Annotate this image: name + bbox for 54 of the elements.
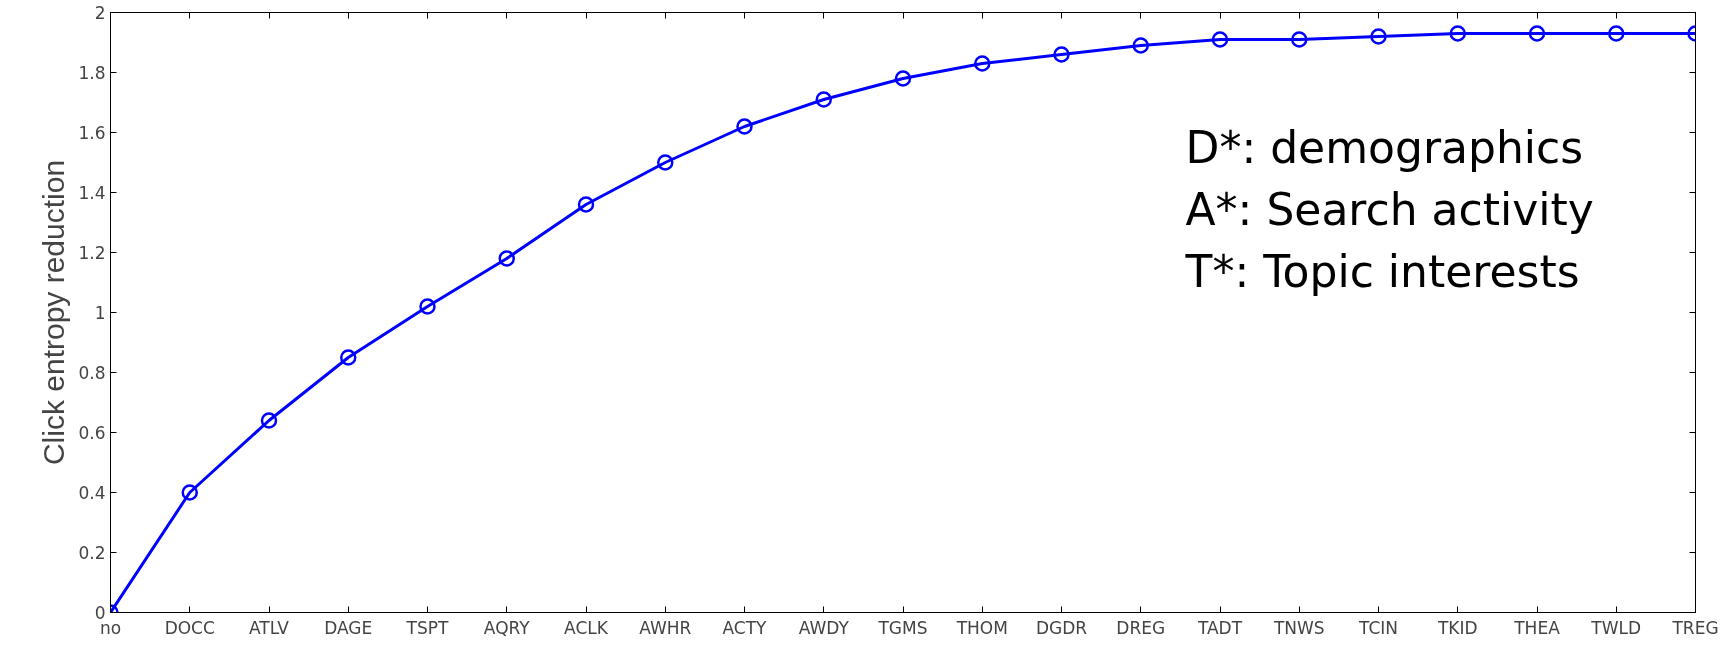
x-tick-label: ACTY [722, 617, 768, 638]
point [498, 250, 515, 267]
point [974, 55, 991, 72]
x-tick-label: AQRY [483, 617, 531, 638]
point [1370, 28, 1387, 45]
x-tick-label: ATLV [249, 617, 290, 638]
y-tick-label: 0.6 [78, 423, 106, 443]
x-tick-label: TSPT [405, 617, 450, 638]
annotation: T*: Topic interests [1184, 245, 1580, 297]
point [260, 412, 278, 429]
x-tick-label: ACLK [564, 617, 609, 638]
y-tick-label: 1.4 [78, 183, 106, 203]
x-tick-label: TCIN [1358, 617, 1399, 638]
point [1608, 25, 1625, 42]
y-tick-label: 1.6 [78, 123, 106, 143]
annotation: D*: demographics [1185, 121, 1584, 173]
point [1449, 25, 1466, 42]
y-tick-label: 2 [94, 3, 106, 23]
x-tick-label: TREG [1671, 617, 1719, 638]
x-tick-label: TWLD [1590, 617, 1642, 638]
x-tick-label: TKID [1436, 617, 1478, 638]
y-tick-label: 0.8 [78, 363, 106, 383]
x-tick-label: AWHR [639, 617, 692, 638]
point [1132, 37, 1149, 54]
point [815, 91, 832, 108]
y-tick-label: 0.4 [78, 483, 106, 503]
x-tick-label: DAGE [324, 617, 373, 638]
x-tick-label: DGDR [1035, 617, 1088, 638]
x-tick-label: DREG [1116, 617, 1166, 638]
y-tick-label: 1.2 [78, 243, 106, 263]
y-tick-label: 0 [94, 603, 106, 623]
point [181, 484, 198, 501]
point [1291, 31, 1308, 48]
x-tick-label: AWDY [798, 617, 850, 638]
x-tick-label: THEA [1513, 617, 1561, 638]
point [340, 349, 357, 366]
point [1053, 46, 1070, 63]
y-tick-label: 1 [94, 303, 106, 323]
point [736, 118, 753, 135]
y-tick-label: 0.2 [78, 543, 106, 563]
annotation: A*: Search activity [1185, 183, 1594, 235]
x-tick-label: TNWS [1272, 617, 1325, 638]
x-tick-label: DOCC [164, 617, 215, 638]
point [657, 154, 674, 171]
point [1528, 25, 1546, 42]
point [419, 298, 436, 315]
x-tick-label: TGMS [877, 617, 928, 638]
y-axis-title: Click entropy reduction [37, 159, 71, 466]
y-tick-label: 1.8 [78, 63, 106, 83]
point [894, 70, 912, 87]
x-tick-label: THOM [955, 617, 1008, 638]
x-tick-label: TADT [1196, 617, 1243, 638]
point [1211, 31, 1229, 48]
point [577, 196, 595, 213]
